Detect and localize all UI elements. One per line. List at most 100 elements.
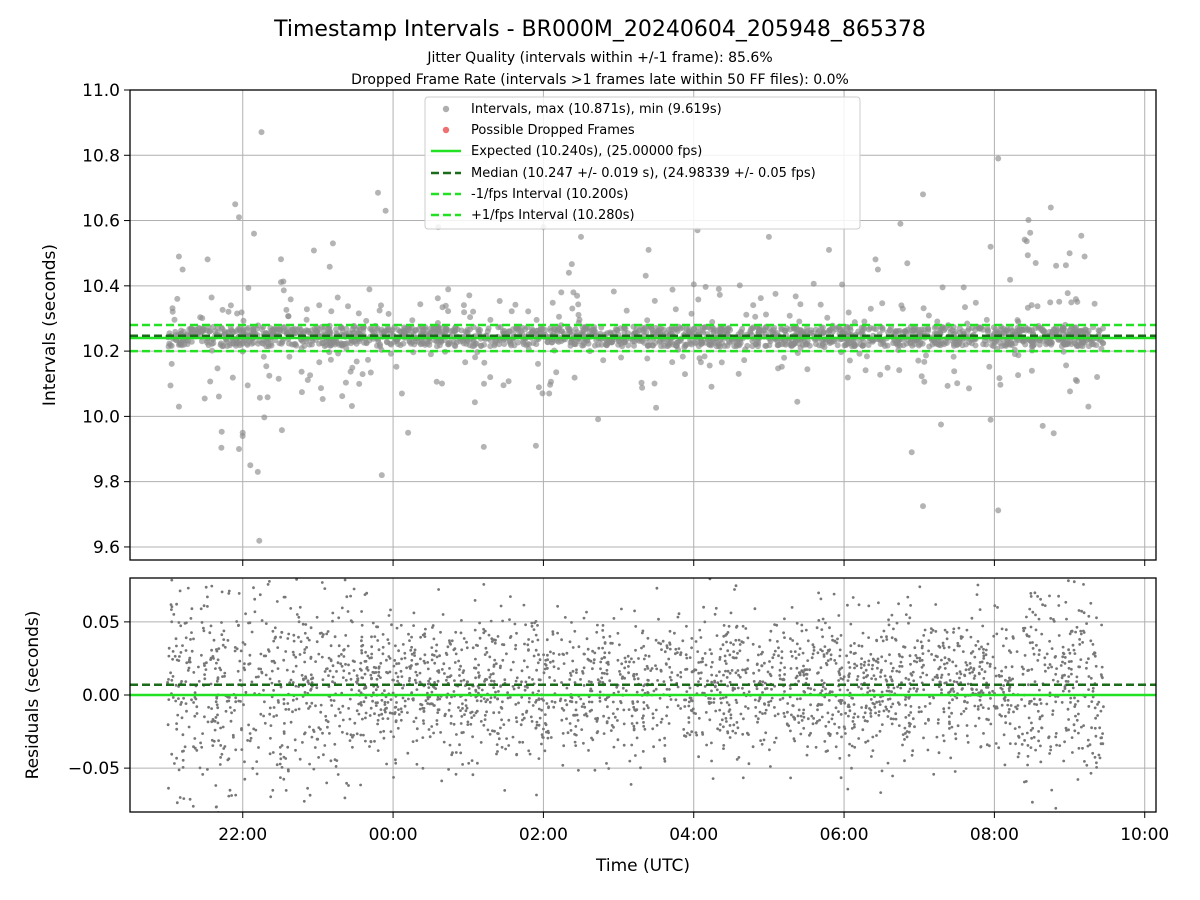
residual-point bbox=[242, 703, 245, 707]
interval-point bbox=[427, 351, 434, 358]
residual-point bbox=[448, 639, 451, 642]
residual-point bbox=[435, 655, 439, 659]
residual-point bbox=[198, 766, 202, 770]
interval-point bbox=[355, 310, 362, 317]
residual-point bbox=[459, 751, 463, 755]
residual-point bbox=[220, 621, 223, 624]
residual-point bbox=[795, 621, 799, 625]
residual-point bbox=[190, 631, 193, 634]
residual-point bbox=[432, 654, 436, 657]
residual-point bbox=[958, 676, 961, 680]
residual-point bbox=[458, 668, 461, 671]
residual-point bbox=[969, 651, 973, 655]
residual-point bbox=[492, 686, 496, 689]
residual-point bbox=[676, 673, 680, 677]
interval-point bbox=[558, 289, 565, 296]
residual-point bbox=[663, 757, 666, 761]
interval-point bbox=[804, 366, 811, 373]
residual-point bbox=[359, 661, 363, 665]
residual-point bbox=[267, 648, 270, 652]
interval-point bbox=[666, 340, 673, 347]
residual-point bbox=[634, 708, 638, 712]
y-tick-label: 10.8 bbox=[82, 146, 120, 166]
residual-point bbox=[981, 706, 985, 709]
residual-point bbox=[527, 676, 531, 679]
residual-point bbox=[607, 663, 610, 666]
residual-point bbox=[667, 657, 671, 661]
residual-point bbox=[665, 646, 669, 650]
residual-point bbox=[360, 649, 363, 652]
residual-point bbox=[1048, 594, 1051, 598]
residual-point bbox=[904, 698, 907, 701]
residual-point bbox=[535, 668, 538, 672]
interval-point bbox=[1007, 276, 1014, 283]
residual-point bbox=[357, 712, 361, 716]
residual-point bbox=[192, 701, 196, 704]
residual-point bbox=[864, 668, 868, 672]
residual-point bbox=[386, 717, 390, 720]
residual-point bbox=[240, 728, 243, 732]
interval-point bbox=[600, 357, 607, 364]
residual-point bbox=[657, 641, 660, 645]
interval-point bbox=[172, 328, 179, 335]
residual-point bbox=[867, 663, 871, 667]
residual-point bbox=[1085, 622, 1088, 625]
interval-point bbox=[679, 353, 686, 360]
residual-point bbox=[1067, 728, 1070, 732]
residual-point bbox=[982, 654, 986, 658]
residual-point bbox=[950, 725, 954, 729]
residual-point bbox=[186, 669, 190, 672]
residual-point bbox=[1039, 744, 1042, 748]
interval-point bbox=[451, 342, 458, 349]
interval-point bbox=[781, 354, 788, 361]
residual-point bbox=[729, 716, 733, 720]
residual-point bbox=[255, 760, 259, 763]
residual-point bbox=[753, 698, 757, 702]
residual-point bbox=[878, 729, 882, 733]
interval-point bbox=[307, 372, 314, 379]
residual-point bbox=[633, 609, 636, 613]
interval-point bbox=[834, 342, 841, 349]
legend-box bbox=[424, 96, 861, 230]
residual-point bbox=[167, 698, 171, 701]
residual-point bbox=[978, 665, 982, 668]
residual-point bbox=[686, 731, 689, 735]
residual-point bbox=[1000, 703, 1004, 707]
residual-point bbox=[238, 504, 241, 507]
residual-point bbox=[643, 668, 647, 671]
residual-point bbox=[714, 709, 718, 713]
interval-point bbox=[826, 327, 832, 334]
interval-point bbox=[259, 326, 265, 333]
residual-point bbox=[1076, 778, 1080, 781]
residual-point bbox=[228, 788, 232, 792]
interval-point bbox=[215, 393, 222, 400]
residual-point bbox=[685, 656, 689, 660]
residual-point bbox=[947, 715, 951, 719]
residual-point bbox=[780, 650, 784, 653]
residual-point bbox=[489, 619, 493, 623]
residual-point bbox=[215, 703, 219, 707]
interval-point bbox=[251, 230, 257, 237]
residual-point bbox=[420, 703, 424, 707]
residual-point bbox=[540, 708, 543, 712]
residual-point bbox=[1079, 658, 1083, 661]
residual-point bbox=[326, 720, 330, 724]
residual-point bbox=[875, 700, 879, 704]
interval-point bbox=[263, 363, 270, 370]
residual-point bbox=[1048, 691, 1052, 695]
residual-point bbox=[719, 647, 723, 651]
residual-point bbox=[1026, 763, 1029, 767]
residual-point bbox=[191, 804, 195, 808]
interval-point bbox=[204, 256, 211, 263]
residual-point bbox=[303, 660, 307, 664]
interval-point bbox=[824, 314, 831, 321]
interval-point bbox=[218, 428, 225, 435]
residual-point bbox=[247, 621, 250, 625]
residual-point bbox=[710, 652, 713, 656]
residual-point bbox=[573, 740, 577, 744]
residual-point bbox=[645, 664, 649, 668]
residual-point bbox=[1087, 614, 1091, 618]
interval-point bbox=[445, 286, 452, 293]
residual-point bbox=[1075, 625, 1079, 629]
residual-point bbox=[223, 671, 227, 675]
